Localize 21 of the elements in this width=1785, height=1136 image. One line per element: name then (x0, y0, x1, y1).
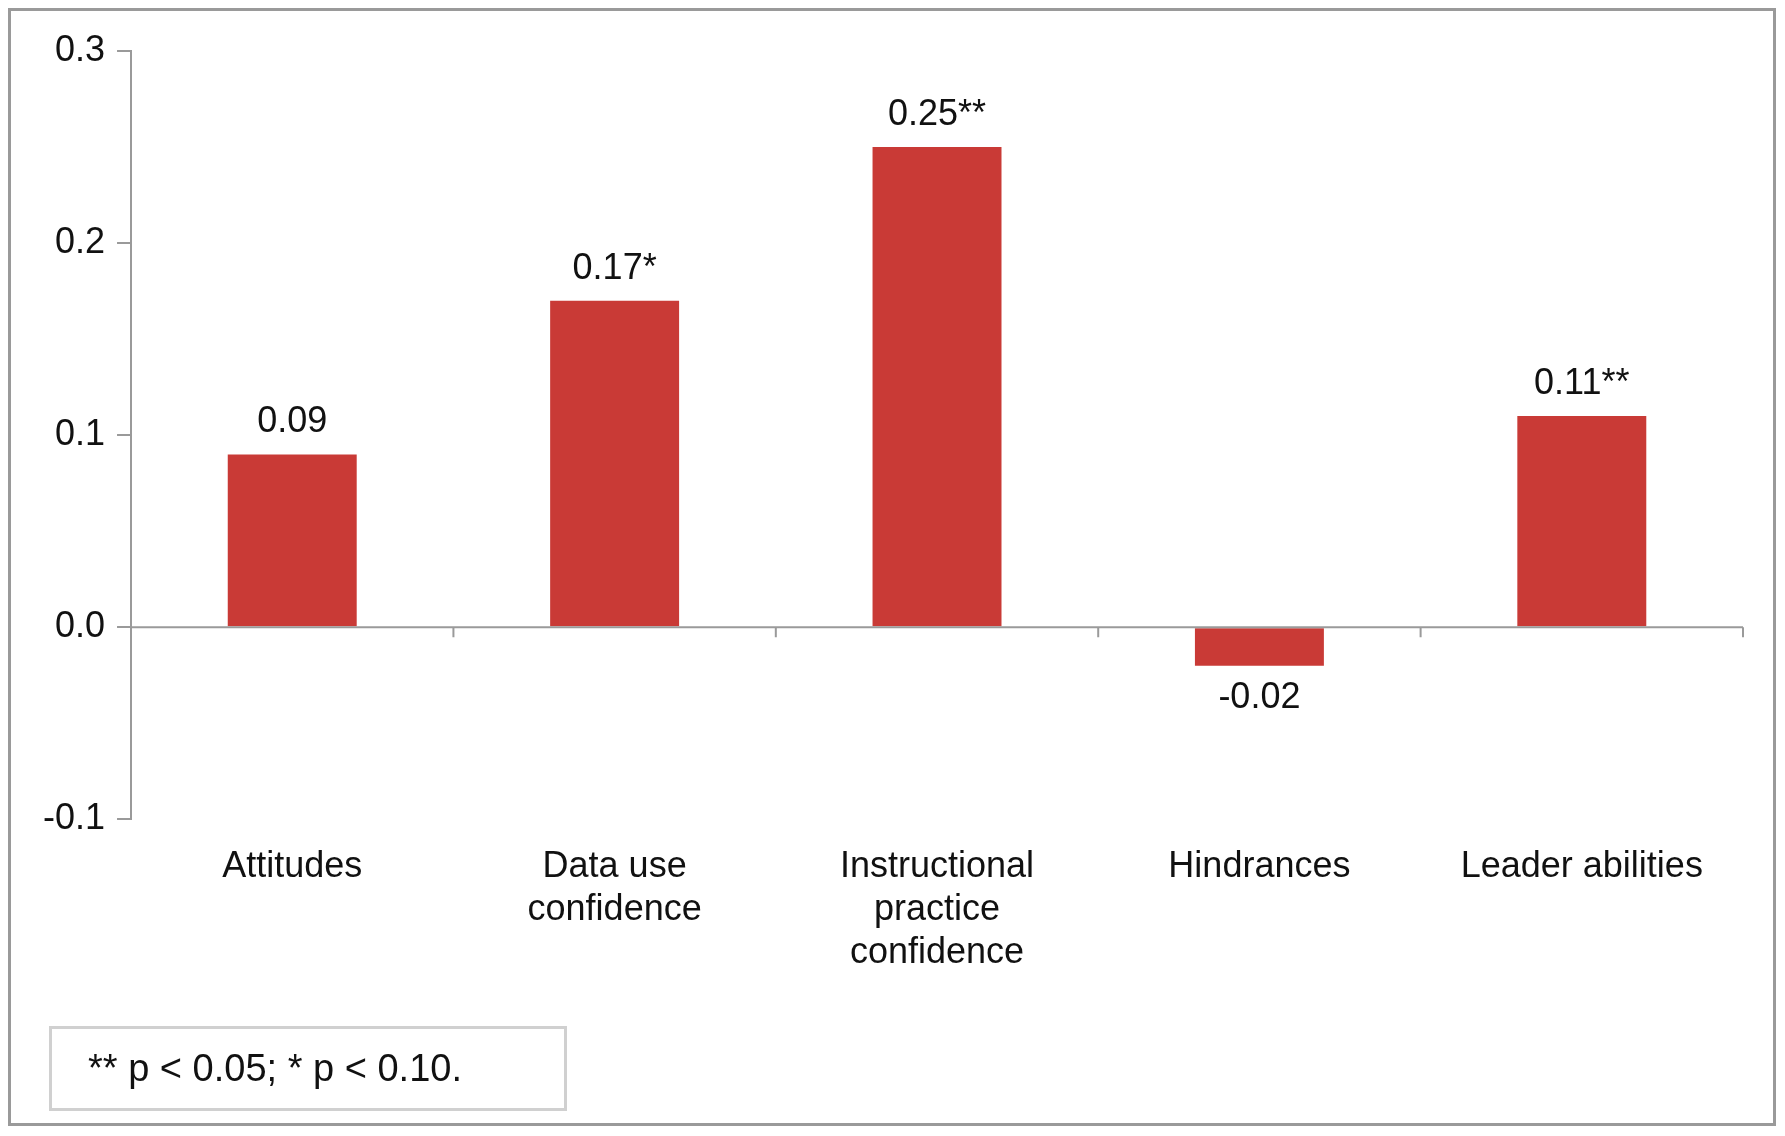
bar (227, 454, 357, 627)
y-tick-label: 0.0 (54, 604, 106, 646)
data-label: 0.11** (1534, 360, 1630, 402)
y-tick-label: 0.1 (54, 412, 106, 454)
y-tick-label: 0.2 (54, 220, 106, 262)
x-tick-label: Attitudes (222, 843, 363, 885)
y-tick-label: -0.1 (42, 796, 106, 838)
x-tick-label: Data use confidence (527, 843, 702, 929)
x-tick-label: Leader abilities (1460, 843, 1703, 885)
data-label: 0.25** (887, 91, 987, 133)
bar (1194, 628, 1324, 666)
data-label: 0.09 (257, 399, 328, 441)
text: ** p < 0.05; * p < 0.10. (49, 1026, 567, 1111)
y-tick-label: 0.3 (54, 27, 106, 69)
bar (1517, 415, 1647, 627)
bar (872, 147, 1002, 627)
data-label: 0.17* (572, 245, 657, 287)
bar (550, 300, 680, 627)
x-tick-label: Instructional practice confidence (839, 843, 1035, 972)
data-label: -0.02 (1218, 674, 1301, 716)
x-tick-label: Hindrances (1168, 843, 1351, 885)
